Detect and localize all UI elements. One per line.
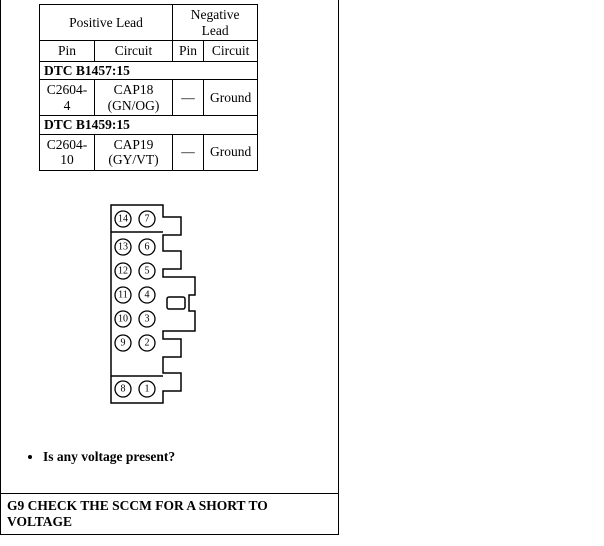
svg-text:14: 14: [118, 213, 128, 224]
svg-text:5: 5: [145, 265, 150, 276]
question-block: Is any voltage present?: [1, 439, 338, 475]
neg-circuit-cell: Ground: [204, 134, 258, 170]
svg-text:4: 4: [145, 289, 150, 300]
pos-pin-cell: C2604- 10: [40, 134, 95, 170]
neg-pin-cell: —: [173, 134, 204, 170]
svg-text:1: 1: [145, 383, 150, 394]
lead-table: Positive Lead Negative Lead Pin Circuit …: [39, 4, 258, 171]
connector-diagram: 14 7 13 6 12 5 11 4: [1, 171, 338, 439]
header-group-row: Positive Lead Negative Lead: [40, 5, 258, 41]
neg-pin-cell: —: [173, 80, 204, 116]
svg-text:3: 3: [145, 313, 150, 324]
connector-svg: 14 7 13 6 12 5 11 4: [101, 199, 231, 409]
pos-pin-header: Pin: [40, 41, 95, 62]
section-title: DTC B1459:15: [40, 116, 258, 135]
pos-pin-cell: C2604-4: [40, 80, 95, 116]
svg-text:10: 10: [118, 313, 128, 324]
page: Positive Lead Negative Lead Pin Circuit …: [0, 0, 601, 535]
lead-table-wrap: Positive Lead Negative Lead Pin Circuit …: [1, 0, 338, 171]
svg-text:11: 11: [118, 289, 128, 300]
svg-text:12: 12: [118, 265, 128, 276]
neg-circuit-cell: Ground: [204, 80, 258, 116]
svg-text:7: 7: [145, 213, 150, 224]
pos-circuit-cell: CAP18 (GN/OG): [95, 80, 173, 116]
neg-pin-header: Pin: [173, 41, 204, 62]
negative-lead-header: Negative Lead: [173, 5, 258, 41]
header-sub-row: Pin Circuit Pin Circuit: [40, 41, 258, 62]
question-text: Is any voltage present?: [43, 449, 338, 465]
step-title: G9 CHECK THE SCCM FOR A SHORT TO VOLTAGE: [7, 498, 268, 529]
left-column: Positive Lead Negative Lead Pin Circuit …: [1, 0, 339, 494]
neg-circuit-header: Circuit: [204, 41, 258, 62]
data-row: C2604-4 CAP18 (GN/OG) — Ground: [40, 80, 258, 116]
svg-text:6: 6: [145, 241, 150, 252]
section-title: DTC B1457:15: [40, 61, 258, 80]
step-header: G9 CHECK THE SCCM FOR A SHORT TO VOLTAGE: [1, 494, 339, 535]
pos-circuit-header: Circuit: [95, 41, 173, 62]
data-row: C2604- 10 CAP19 (GY/VT) — Ground: [40, 134, 258, 170]
svg-text:13: 13: [118, 241, 128, 252]
pos-circuit-cell: CAP19 (GY/VT): [95, 134, 173, 170]
section-row: DTC B1457:15: [40, 61, 258, 80]
svg-text:9: 9: [121, 337, 126, 348]
section-row: DTC B1459:15: [40, 116, 258, 135]
positive-lead-header: Positive Lead: [40, 5, 173, 41]
svg-text:8: 8: [121, 383, 126, 394]
svg-text:2: 2: [145, 337, 150, 348]
